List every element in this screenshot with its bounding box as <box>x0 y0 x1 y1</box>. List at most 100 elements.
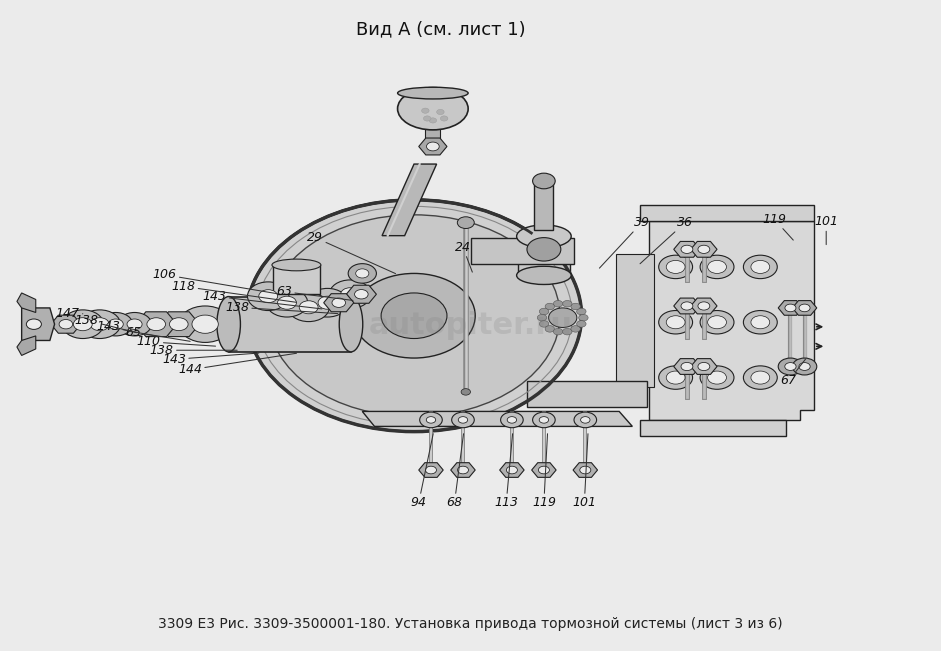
Polygon shape <box>425 120 440 140</box>
Polygon shape <box>792 301 817 315</box>
Circle shape <box>659 311 693 334</box>
Ellipse shape <box>517 266 571 284</box>
Circle shape <box>579 314 588 321</box>
Circle shape <box>681 363 693 370</box>
Circle shape <box>751 260 770 273</box>
Text: 65: 65 <box>125 326 190 341</box>
Polygon shape <box>17 336 36 355</box>
Circle shape <box>341 288 359 301</box>
Circle shape <box>192 315 218 333</box>
Circle shape <box>457 217 474 229</box>
Polygon shape <box>451 463 475 477</box>
Text: 119: 119 <box>532 434 556 509</box>
Circle shape <box>743 366 777 389</box>
Circle shape <box>268 215 560 417</box>
Text: 3309 Е3 Рис. 3309-3500001-180. Установка привода тормозной системы (лист 3 из 6): 3309 Е3 Рис. 3309-3500001-180. Установка… <box>158 616 783 631</box>
Polygon shape <box>470 238 574 264</box>
Text: 143: 143 <box>162 353 259 366</box>
Text: 29: 29 <box>307 231 395 273</box>
Polygon shape <box>674 298 700 314</box>
Circle shape <box>356 269 369 278</box>
Circle shape <box>574 412 597 428</box>
Circle shape <box>247 282 289 311</box>
Text: 110: 110 <box>136 335 215 348</box>
Circle shape <box>580 466 591 474</box>
Circle shape <box>108 319 123 329</box>
Text: 101: 101 <box>814 215 838 245</box>
Polygon shape <box>534 181 553 230</box>
Circle shape <box>266 288 308 317</box>
Polygon shape <box>51 315 81 333</box>
Circle shape <box>708 316 726 329</box>
Circle shape <box>539 321 549 327</box>
Text: 143: 143 <box>202 290 322 309</box>
Polygon shape <box>17 293 36 312</box>
Polygon shape <box>346 285 376 303</box>
Circle shape <box>698 302 710 310</box>
Circle shape <box>549 308 577 327</box>
Polygon shape <box>640 420 786 436</box>
Text: 113: 113 <box>494 434 518 509</box>
Polygon shape <box>419 463 443 477</box>
Circle shape <box>545 326 554 332</box>
Polygon shape <box>778 301 803 315</box>
Circle shape <box>348 264 376 283</box>
Circle shape <box>278 296 296 309</box>
Circle shape <box>659 366 693 389</box>
Circle shape <box>533 412 555 428</box>
Circle shape <box>666 316 685 329</box>
Circle shape <box>708 260 726 273</box>
Circle shape <box>785 304 796 312</box>
Polygon shape <box>500 463 524 477</box>
Polygon shape <box>640 205 814 221</box>
Circle shape <box>26 319 41 329</box>
Circle shape <box>420 412 442 428</box>
Circle shape <box>355 290 368 299</box>
Circle shape <box>99 312 133 336</box>
Circle shape <box>507 417 517 423</box>
Circle shape <box>708 371 726 384</box>
Ellipse shape <box>216 296 240 352</box>
Circle shape <box>501 412 523 428</box>
Ellipse shape <box>397 87 469 99</box>
Circle shape <box>571 326 581 332</box>
Polygon shape <box>136 312 177 337</box>
Circle shape <box>571 303 581 310</box>
Circle shape <box>527 238 561 261</box>
Circle shape <box>698 363 710 370</box>
Text: 138: 138 <box>150 344 237 357</box>
Circle shape <box>577 321 586 327</box>
Circle shape <box>381 293 447 339</box>
Polygon shape <box>674 242 700 257</box>
Polygon shape <box>532 463 556 477</box>
Circle shape <box>458 417 468 423</box>
Text: 36: 36 <box>640 216 694 264</box>
FancyBboxPatch shape <box>273 265 320 294</box>
Circle shape <box>423 116 431 121</box>
Circle shape <box>127 319 142 329</box>
Circle shape <box>751 316 770 329</box>
Circle shape <box>539 417 549 423</box>
Circle shape <box>700 366 734 389</box>
Circle shape <box>59 320 72 329</box>
Text: 138: 138 <box>225 301 338 314</box>
Polygon shape <box>691 298 717 314</box>
Polygon shape <box>616 254 654 387</box>
Polygon shape <box>691 242 717 257</box>
Ellipse shape <box>397 87 469 130</box>
Text: 119: 119 <box>762 213 793 240</box>
Polygon shape <box>158 312 199 337</box>
Circle shape <box>429 118 437 123</box>
Circle shape <box>147 318 166 331</box>
Circle shape <box>577 308 586 314</box>
Text: autopiter.ru: autopiter.ru <box>369 311 572 340</box>
Text: 68: 68 <box>446 434 464 509</box>
Circle shape <box>799 304 810 312</box>
Circle shape <box>353 273 475 358</box>
Polygon shape <box>229 297 351 352</box>
Circle shape <box>457 466 469 474</box>
Circle shape <box>461 389 470 395</box>
Polygon shape <box>527 381 647 407</box>
Circle shape <box>700 255 734 279</box>
Circle shape <box>440 116 448 121</box>
